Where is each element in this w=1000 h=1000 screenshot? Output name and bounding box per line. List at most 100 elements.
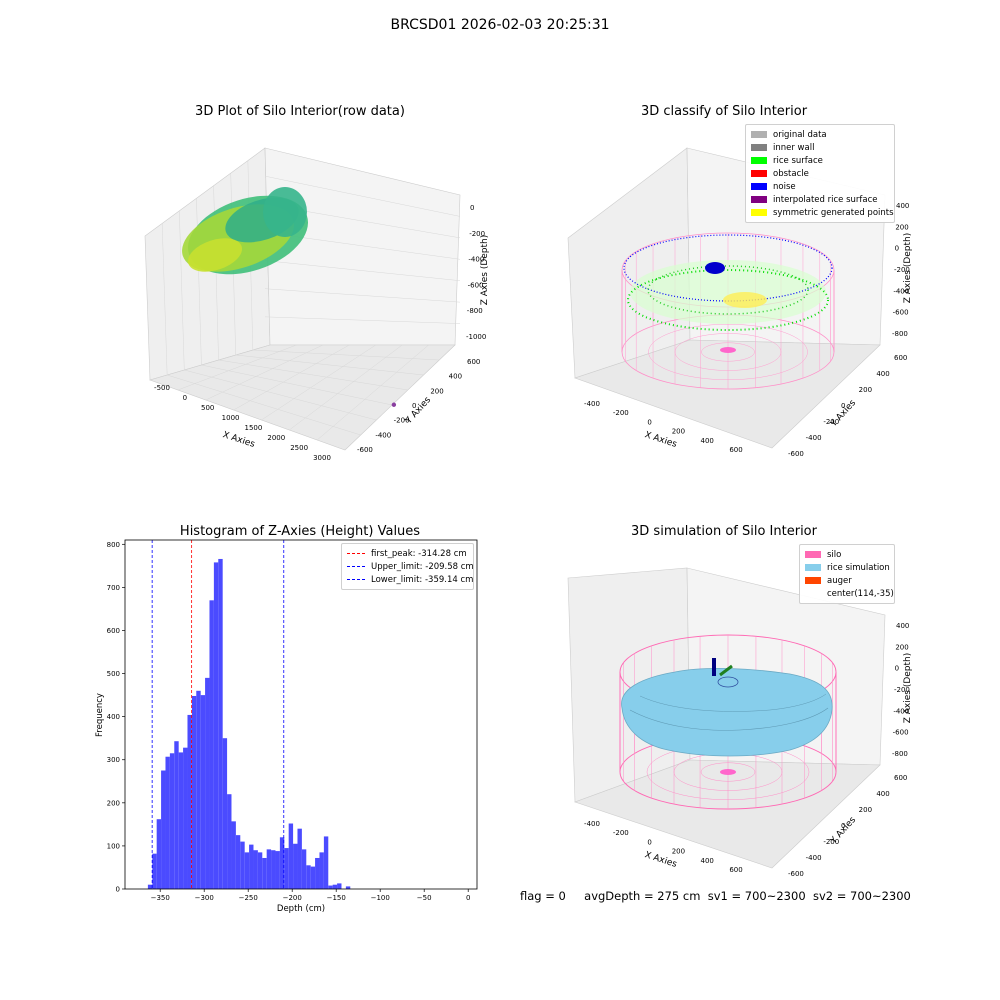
figure-title: BRCSD01 2026-02-03 20:25:31 bbox=[390, 17, 610, 33]
panel4-legend-item: auger bbox=[805, 574, 889, 587]
panel3-ylabel: Frequency bbox=[95, 693, 105, 737]
panel4-z-ticks: 400 200 0 -200 -400 -600 -800 bbox=[892, 622, 910, 758]
histogram-bar bbox=[279, 837, 285, 889]
panel2-legend-item: noise bbox=[751, 180, 889, 193]
avg-depth-text: avgDepth = 275 cm bbox=[584, 889, 701, 903]
histogram-y-tick-label: 400 bbox=[107, 713, 120, 721]
panel2-legend-item: original data bbox=[751, 128, 889, 141]
histogram-bar bbox=[319, 852, 324, 889]
histogram-bar bbox=[235, 835, 241, 889]
panel2-legend-label: obstacle bbox=[773, 168, 809, 179]
panel2-legend: original data inner wall rice surface obsta… bbox=[745, 124, 895, 223]
panel4-auger bbox=[712, 658, 733, 677]
panel4-z-tick: 400 bbox=[896, 622, 909, 630]
panel4-legend-label: center(114,-35) bbox=[827, 588, 894, 599]
histogram-bar bbox=[222, 738, 228, 889]
panel4-z-tick: -600 bbox=[893, 729, 909, 737]
status-line: flag = 0 avgDepth = 275 cm sv1 = 700~230… bbox=[520, 889, 911, 903]
histogram-y-tick-label: 500 bbox=[107, 670, 120, 678]
histogram-y-tick-label: 600 bbox=[107, 627, 120, 635]
histogram-legend-line bbox=[347, 566, 365, 567]
panel2-legend-label: original data bbox=[773, 129, 827, 140]
panel4-legend-item: rice simulation bbox=[805, 561, 890, 574]
panel2-legend-label: symmetric generated points bbox=[773, 207, 894, 218]
panel4-y-tick: 400 bbox=[876, 790, 889, 798]
histogram-bar bbox=[262, 857, 267, 889]
panel2-legend-item: symmetric generated points bbox=[751, 206, 894, 219]
panel2-x-tick: 600 bbox=[729, 446, 742, 454]
panel4-legend-swatch bbox=[805, 577, 821, 584]
histogram-legend-label: Upper_limit: -209.58 cm bbox=[371, 561, 474, 572]
panel1-outlier-point bbox=[391, 402, 397, 407]
panel1-y-tick: 0 bbox=[412, 402, 416, 410]
panel2-legend-swatch bbox=[751, 170, 767, 177]
histogram-legend-label: first_peak: -314.28 cm bbox=[371, 548, 467, 559]
panel4-x-tick: -200 bbox=[613, 829, 629, 837]
panel1-x-tick: 0 bbox=[183, 394, 187, 402]
panel3-vlines bbox=[151, 540, 285, 889]
histogram-legend-line bbox=[347, 579, 365, 580]
panel2-x-tick: 200 bbox=[672, 428, 685, 436]
panel3-legend: first_peak: -314.28 cm Upper_limit: -209.… bbox=[341, 543, 474, 590]
histogram-legend-item: Upper_limit: -209.58 cm bbox=[347, 560, 474, 573]
histogram-bar bbox=[169, 753, 175, 889]
panel1-x-tick: -500 bbox=[154, 384, 170, 392]
histogram-bar bbox=[266, 849, 272, 889]
panel4-legend-label: silo bbox=[827, 549, 842, 560]
sv1-text: sv1 = 700~2300 bbox=[707, 889, 806, 903]
panel4-y-tick: -200 bbox=[823, 838, 839, 846]
panel2-legend-swatch bbox=[751, 183, 767, 190]
panel2-legend-swatch bbox=[751, 131, 767, 138]
histogram-x-tick-label: −300 bbox=[195, 894, 214, 902]
panel4-x-tick: 400 bbox=[701, 857, 714, 865]
histogram-x-tick-label: −100 bbox=[371, 894, 390, 902]
panel4-y-tick: -400 bbox=[806, 854, 822, 862]
panel1-xlabel: X Axies bbox=[221, 430, 256, 450]
panel2-zlabel: Z Axies (Depth) bbox=[903, 233, 913, 304]
panel2-y-tick: 0 bbox=[841, 402, 845, 410]
histogram-bar bbox=[332, 884, 338, 889]
panel4-legend: silo rice simulation auger center(114,-35) bbox=[799, 544, 895, 604]
panel2-classified-points bbox=[623, 234, 833, 353]
panel2-x-tick: 400 bbox=[701, 437, 714, 445]
histogram-bar bbox=[301, 849, 307, 889]
histogram-bar bbox=[306, 865, 311, 889]
histogram-y-tick-label: 300 bbox=[107, 756, 120, 764]
panel2-z-tick: -800 bbox=[892, 330, 908, 338]
panel1-raw-point-cloud bbox=[182, 187, 309, 275]
panel2-z-tick: 400 bbox=[896, 202, 909, 210]
histogram-bar bbox=[161, 770, 166, 889]
panel3-xlabel: Depth (cm) bbox=[277, 904, 325, 914]
histogram-bar bbox=[178, 752, 184, 889]
panel1-x-tick: 2000 bbox=[267, 434, 285, 442]
panel2-legend-label: inner wall bbox=[773, 142, 815, 153]
histogram-x-tick-label: −200 bbox=[283, 894, 302, 902]
panel3-bars bbox=[147, 558, 351, 889]
panel2-legend-label: noise bbox=[773, 181, 796, 192]
panel4-x-ticks: -400 -200 0 200 400 600 bbox=[584, 820, 743, 874]
panel4-y-tick: 0 bbox=[841, 822, 845, 830]
panel1-x-ticks: -500 0 500 1000 1500 2000 2500 3000 bbox=[154, 384, 331, 462]
panel2-x-tick: -400 bbox=[584, 400, 600, 408]
panel2-legend-swatch bbox=[751, 144, 767, 151]
histogram-bar bbox=[249, 844, 254, 889]
histogram-y-tick-label: 800 bbox=[107, 541, 120, 549]
panel4-x-tick: 200 bbox=[672, 848, 685, 856]
panel4-legend-swatch bbox=[805, 564, 821, 571]
histogram-x-tick-label: −150 bbox=[327, 894, 346, 902]
panel2-x-ticks: -400 -200 0 200 400 600 bbox=[584, 400, 743, 454]
panel1-z-tick: 0 bbox=[470, 204, 474, 212]
histogram-bar bbox=[227, 794, 232, 889]
panel4-y-tick: -600 bbox=[788, 870, 804, 878]
panel2-z-tick: -600 bbox=[893, 309, 909, 317]
histogram-bar bbox=[240, 841, 245, 889]
histogram-bar bbox=[275, 851, 280, 889]
histogram-bar bbox=[244, 852, 250, 889]
panel4-rice-surface bbox=[621, 668, 833, 775]
histogram-legend-item: first_peak: -314.28 cm bbox=[347, 547, 468, 560]
panel2-legend-item: interpolated rice surface bbox=[751, 193, 889, 206]
histogram-bar bbox=[156, 819, 162, 889]
histogram-legend-line bbox=[347, 553, 365, 554]
panel4-z-tick: -400 bbox=[893, 707, 909, 715]
